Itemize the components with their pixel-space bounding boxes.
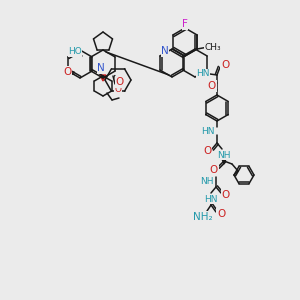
Text: O: O bbox=[221, 60, 229, 70]
Text: HN: HN bbox=[196, 70, 210, 79]
Text: O: O bbox=[210, 165, 218, 175]
Text: NH₂: NH₂ bbox=[193, 212, 213, 222]
Text: HN: HN bbox=[204, 194, 218, 203]
Text: N: N bbox=[97, 63, 105, 73]
Text: N: N bbox=[161, 46, 169, 56]
Text: O: O bbox=[222, 190, 230, 200]
Text: O: O bbox=[203, 146, 211, 156]
Text: HN: HN bbox=[202, 127, 215, 136]
Polygon shape bbox=[100, 75, 106, 81]
Text: O: O bbox=[115, 85, 122, 94]
Text: NH: NH bbox=[217, 151, 231, 160]
Text: HO: HO bbox=[68, 47, 82, 56]
Text: NH: NH bbox=[200, 176, 214, 185]
Text: O: O bbox=[116, 77, 124, 87]
Polygon shape bbox=[222, 159, 226, 164]
Text: O: O bbox=[217, 209, 225, 219]
Text: O: O bbox=[63, 67, 71, 77]
Text: O: O bbox=[208, 81, 216, 91]
Text: CH₃: CH₃ bbox=[205, 43, 221, 52]
Text: F: F bbox=[182, 19, 188, 29]
